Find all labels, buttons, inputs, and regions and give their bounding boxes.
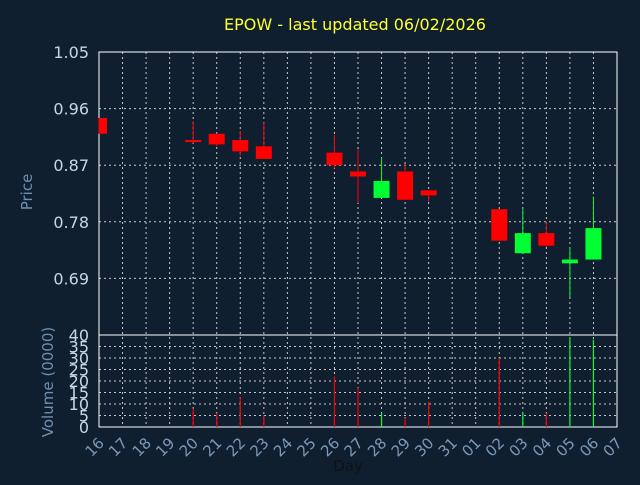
x-tick-label: 16 (82, 434, 108, 460)
volume-tick-label: 30 (69, 349, 89, 368)
price-tick-label: 0.96 (53, 100, 89, 119)
volume-tick-label: 0 (79, 418, 89, 437)
candle-body (185, 140, 202, 143)
price-tick-label: 0.87 (53, 156, 89, 175)
price-axis-label: Price (18, 174, 36, 211)
candle-body (514, 233, 531, 254)
volume-axis-label: Volume (0000) (39, 327, 57, 437)
candle-body (538, 233, 555, 246)
x-tick-label: 22 (223, 434, 249, 460)
x-tick-label: 28 (364, 434, 390, 460)
x-tick-label: 20 (176, 434, 202, 460)
volume-tick-label: 35 (69, 338, 89, 357)
x-tick-label: 30 (411, 434, 437, 460)
x-tick-label: 04 (529, 434, 555, 460)
candle-body (208, 133, 225, 145)
candle-body (585, 228, 602, 260)
candle-body (350, 171, 366, 177)
candle-body (561, 259, 578, 264)
x-tick-label: 18 (129, 434, 155, 460)
candle-body (420, 190, 437, 196)
x-tick-label: 23 (246, 434, 272, 460)
volume-tick-label: 40 (69, 326, 89, 345)
volume-tick-label: 10 (69, 395, 89, 414)
price-tick-label: 1.05 (53, 43, 89, 62)
candle-body (373, 180, 390, 198)
volume-tick-label: 5 (79, 407, 89, 426)
x-tick-label: 24 (270, 434, 296, 460)
x-tick-label: 31 (435, 434, 461, 460)
chart-marks: 1.050.960.870.780.6940353025201510501617… (53, 43, 625, 460)
candle-body (99, 118, 107, 134)
x-tick-label: 02 (482, 434, 508, 460)
x-tick-label: 06 (576, 434, 602, 460)
x-tick-label: 03 (505, 434, 531, 460)
x-tick-label: 21 (199, 434, 225, 460)
volume-tick-label: 25 (69, 361, 89, 380)
candle-body (232, 140, 249, 152)
volume-tick-label: 15 (69, 384, 89, 403)
candle-body (491, 209, 508, 241)
x-tick-label: 29 (388, 434, 414, 460)
candle-body (397, 171, 414, 200)
x-tick-label: 05 (553, 434, 579, 460)
price-tick-label: 0.78 (53, 213, 89, 232)
volume-tick-label: 20 (69, 372, 89, 391)
x-axis-label: Day (333, 457, 363, 475)
candle-body (326, 152, 343, 166)
x-tick-label: 01 (458, 434, 484, 460)
x-tick-label: 07 (600, 434, 626, 460)
x-tick-label: 17 (105, 434, 131, 460)
x-tick-label: 19 (152, 434, 178, 460)
x-tick-label: 25 (294, 434, 320, 460)
chart-title: EPOW - last updated 06/02/2026 (224, 15, 486, 34)
price-tick-label: 0.69 (53, 269, 89, 288)
candle-body (255, 146, 272, 159)
